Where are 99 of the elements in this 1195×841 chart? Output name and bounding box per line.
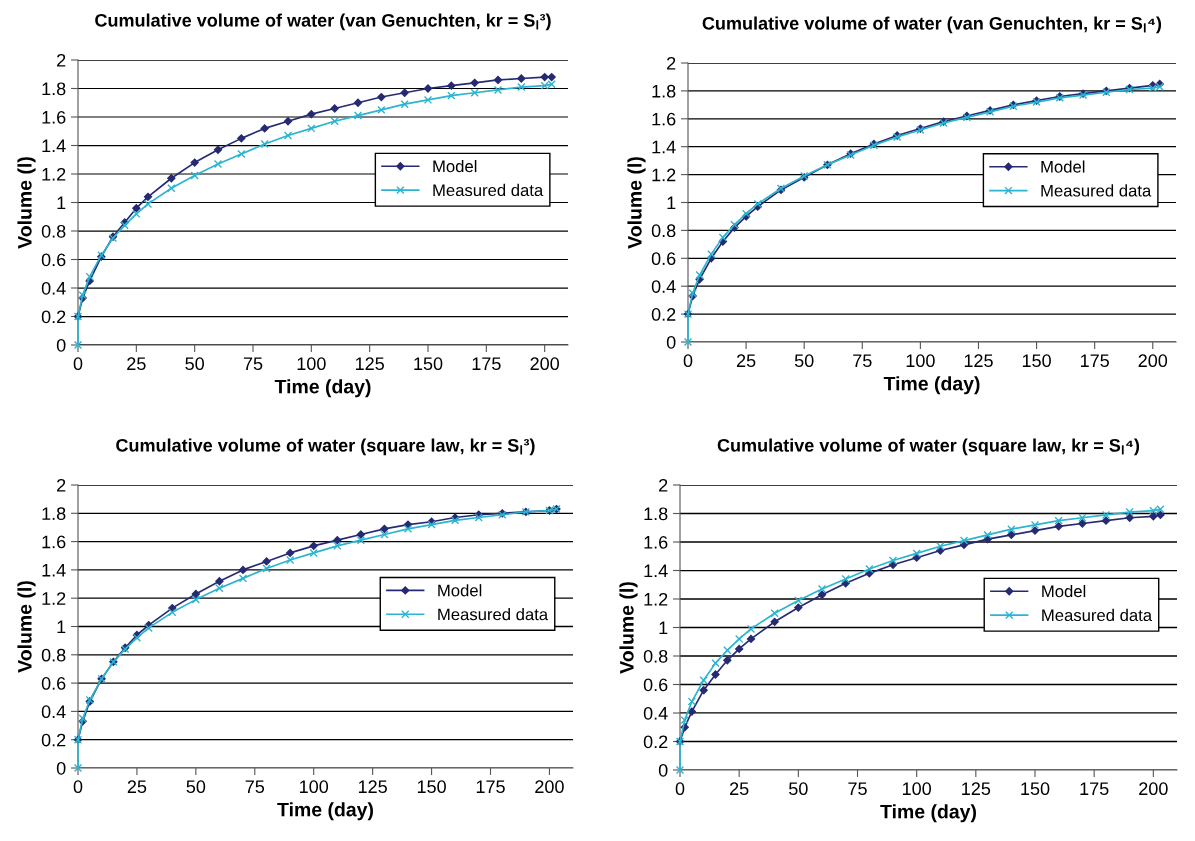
- legend-label: Model: [1041, 160, 1085, 173]
- y-tick-label: 1.4: [42, 139, 66, 153]
- chart-title: Cumulative volume of water (van Genuchten, kr = S$_{l}$⁴): [702, 16, 1162, 34]
- y-tick-label: 2: [659, 478, 668, 492]
- y-tick-label: 1.2: [42, 167, 66, 181]
- y-tick-label: 0.4: [41, 705, 66, 719]
- y-tick-label: 0.6: [643, 678, 668, 692]
- x-tick-label: 50: [185, 357, 204, 371]
- y-tick-label: 0.8: [41, 648, 66, 662]
- x-tick-label: 150: [414, 357, 443, 371]
- y-tick-label: 0.6: [41, 677, 66, 690]
- x-tick-label: 50: [186, 780, 206, 794]
- y-tick-label: 1.2: [42, 592, 66, 605]
- y-tick-label: 1.2: [644, 592, 668, 606]
- x-tick-label: 100: [297, 357, 326, 371]
- y-axis-title: Volume (l): [17, 581, 36, 673]
- chart-title: Cumulative volume of water (square law, kr = S$_{l}$³): [116, 438, 535, 456]
- x-tick-label: 200: [535, 780, 564, 794]
- x-tick-label: 150: [1021, 782, 1050, 796]
- y-tick-label: 0.4: [651, 280, 676, 293]
- y-tick-label: 0.6: [41, 253, 66, 267]
- y-tick-label: 0.8: [41, 224, 66, 238]
- x-tick-label: 75: [853, 354, 872, 368]
- x-axis-title: Time (day): [883, 376, 980, 395]
- x-tick-label: 125: [355, 357, 384, 371]
- y-tick-label: 1.8: [42, 82, 66, 96]
- x-tick-label: 0: [73, 780, 83, 794]
- x-axis-title: Time (day): [277, 802, 373, 821]
- x-tick-label: 25: [736, 354, 756, 368]
- x-tick-label: 75: [848, 782, 867, 796]
- y-tick-label: 1.6: [42, 110, 66, 124]
- y-tick-label: 1.8: [42, 507, 66, 521]
- y-axis-title: Volume (l): [17, 157, 36, 249]
- legend-label: Measured data: [433, 183, 544, 197]
- y-tick-label: 0: [56, 761, 66, 775]
- y-axis-title: Volume (l): [619, 582, 638, 674]
- y-tick-label: 1: [57, 196, 66, 210]
- legend-label: Measured data: [438, 608, 549, 621]
- legend-label: Model: [438, 584, 482, 597]
- x-tick-label: 50: [789, 782, 808, 796]
- y-tick-label: 0.4: [643, 706, 668, 720]
- legend-label: Model: [1042, 585, 1086, 598]
- y-tick-label: 2: [57, 53, 66, 67]
- x-tick-label: 25: [127, 780, 147, 794]
- x-tick-label: 200: [1138, 354, 1168, 368]
- y-axis-title: Volume (l): [627, 157, 646, 249]
- y-tick-label: 1.4: [652, 140, 676, 154]
- x-tick-label: 0: [73, 357, 83, 371]
- x-tick-label: 25: [127, 357, 146, 371]
- legend-label: Measured data: [1042, 608, 1153, 622]
- y-tick-label: 0.8: [651, 224, 676, 238]
- y-tick-label: 2: [667, 56, 676, 70]
- x-tick-label: 150: [417, 780, 446, 794]
- y-tick-label: 0.4: [41, 281, 66, 295]
- y-tick-label: 0: [56, 338, 66, 352]
- y-tick-label: 1: [659, 621, 668, 635]
- chart-title: Cumulative volume of water (van Genuchten, kr = S$_{l}$³): [95, 13, 551, 31]
- y-tick-label: 1.4: [42, 564, 66, 577]
- y-tick-label: 1: [57, 620, 66, 634]
- x-tick-label: 25: [730, 782, 749, 796]
- x-tick-label: 0: [683, 354, 693, 368]
- y-tick-label: 1.6: [652, 112, 676, 126]
- x-tick-label: 100: [300, 780, 329, 794]
- y-tick-label: 0: [666, 335, 676, 349]
- x-axis-title: Time (day): [880, 804, 976, 823]
- x-tick-label: 75: [243, 357, 263, 371]
- x-tick-label: 150: [1022, 354, 1051, 368]
- x-tick-label: 125: [962, 782, 991, 796]
- y-tick-label: 0.2: [651, 308, 676, 321]
- x-tick-label: 175: [472, 357, 501, 371]
- y-tick-label: 1.6: [644, 535, 668, 549]
- y-tick-label: 1.2: [652, 168, 676, 182]
- legend-label: Model: [433, 160, 477, 173]
- x-tick-label: 200: [530, 357, 560, 371]
- y-tick-label: 0.8: [643, 649, 668, 663]
- y-tick-label: 1.8: [644, 507, 668, 521]
- x-tick-label: 100: [902, 782, 932, 796]
- chart-title: Cumulative volume of water (square law, kr = S$_{l}$⁴): [717, 438, 1140, 456]
- y-tick-label: 0.2: [643, 735, 668, 749]
- y-tick-label: 0.2: [41, 310, 66, 324]
- x-tick-label: 100: [906, 354, 935, 368]
- y-tick-label: 1: [667, 196, 676, 210]
- legend-label: Measured data: [1041, 184, 1152, 197]
- x-tick-label: 175: [1080, 354, 1109, 368]
- x-tick-label: 50: [794, 354, 814, 368]
- y-tick-label: 1.6: [42, 535, 66, 549]
- y-tick-label: 1.4: [644, 564, 668, 578]
- y-tick-label: 2: [57, 478, 66, 492]
- y-tick-label: 1.8: [652, 84, 676, 98]
- x-tick-label: 175: [476, 780, 505, 794]
- x-tick-label: 125: [358, 780, 387, 794]
- x-tick-label: 175: [1080, 782, 1109, 796]
- x-tick-label: 75: [245, 780, 265, 794]
- y-tick-label: 0.6: [651, 252, 676, 266]
- x-tick-label: 125: [964, 354, 993, 368]
- x-tick-label: 200: [1139, 782, 1168, 796]
- x-axis-title: Time (day): [274, 379, 371, 398]
- y-tick-label: 0: [658, 763, 668, 777]
- y-tick-label: 0.2: [41, 733, 66, 747]
